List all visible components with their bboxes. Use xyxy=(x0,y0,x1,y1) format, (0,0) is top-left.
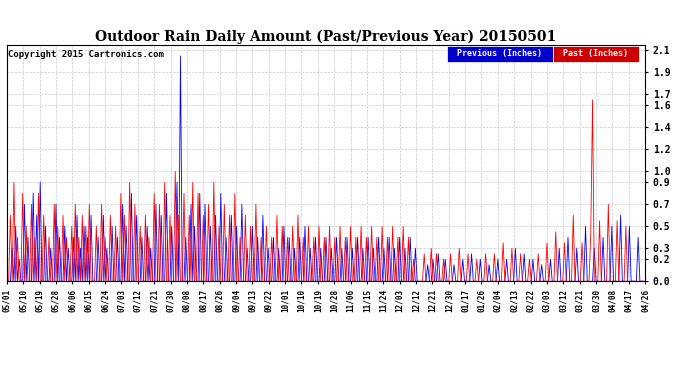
Title: Outdoor Rain Daily Amount (Past/Previous Year) 20150501: Outdoor Rain Daily Amount (Past/Previous… xyxy=(95,30,557,44)
Text: Copyright 2015 Cartronics.com: Copyright 2015 Cartronics.com xyxy=(8,50,164,59)
Text: Past (Inches): Past (Inches) xyxy=(563,49,628,58)
FancyBboxPatch shape xyxy=(447,46,553,62)
FancyBboxPatch shape xyxy=(553,46,639,62)
Text: Previous (Inches): Previous (Inches) xyxy=(457,49,542,58)
